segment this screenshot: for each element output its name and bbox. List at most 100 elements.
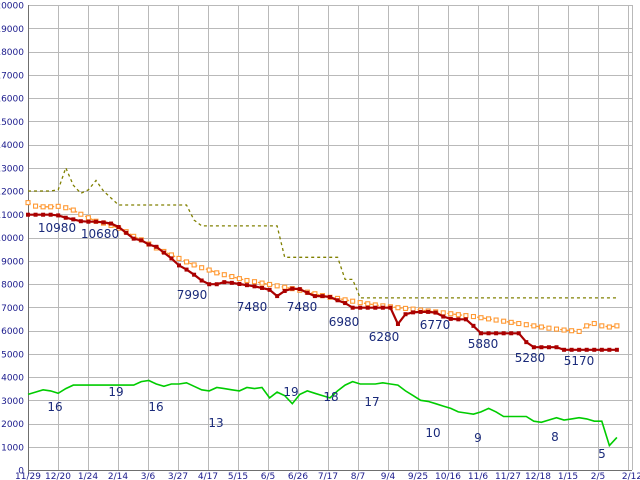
- data-point-marker: [267, 287, 272, 292]
- data-point-marker: [607, 347, 612, 352]
- data-point-marker: [275, 294, 280, 299]
- price-value-label: 5170: [564, 354, 595, 368]
- data-point-marker: [252, 284, 257, 289]
- volume-data-labels: 16 19 16 13 19 18 17 10 9 8 5: [47, 385, 605, 461]
- data-point-marker: [546, 345, 551, 350]
- price-value-label: 10680: [81, 227, 119, 241]
- x-axis-tick-label: 11/27: [495, 472, 521, 480]
- data-point-marker: [584, 323, 590, 329]
- data-point-marker: [221, 272, 227, 278]
- data-point-marker: [260, 285, 265, 290]
- volume-value-label: 10: [425, 426, 440, 440]
- data-point-marker: [335, 298, 340, 303]
- data-point-marker: [516, 320, 522, 327]
- data-point-marker: [584, 347, 589, 352]
- y-axis-tick-label: 17000: [0, 71, 24, 81]
- data-point-marker: [229, 280, 234, 285]
- data-point-marker: [25, 200, 31, 206]
- y-axis-tick-label: 19000: [0, 25, 24, 35]
- series-layer: [25, 166, 620, 448]
- volume-value-label: 5: [598, 447, 606, 461]
- data-point-marker: [199, 265, 205, 271]
- data-point-marker: [229, 274, 235, 280]
- data-point-marker: [191, 262, 197, 268]
- x-axis-tick-label: 2/14: [108, 472, 128, 480]
- data-point-marker: [531, 323, 537, 329]
- data-point-marker: [267, 281, 273, 288]
- price-value-label: 5880: [468, 337, 499, 351]
- data-point-marker: [41, 212, 46, 217]
- data-point-marker: [244, 283, 249, 288]
- data-point-marker: [562, 347, 567, 352]
- data-point-marker: [523, 322, 529, 328]
- data-point-marker: [350, 305, 355, 310]
- data-point-marker: [614, 323, 620, 329]
- data-point-marker: [501, 331, 506, 336]
- data-point-marker: [184, 267, 189, 272]
- price-value-label: 7990: [177, 288, 208, 302]
- data-point-marker: [63, 215, 68, 220]
- series-line-average: [27, 202, 617, 333]
- data-point-marker: [184, 259, 190, 265]
- y-axis-ticks: 2000019000180001700016000150001400013000…: [0, 2, 24, 477]
- y-axis-tick-label: 6000: [1, 327, 24, 337]
- data-point-marker: [494, 331, 499, 336]
- data-point-marker: [373, 305, 378, 310]
- data-point-marker: [470, 313, 477, 320]
- x-axis-tick-label: 11/29: [15, 472, 41, 480]
- data-point-marker: [614, 347, 619, 352]
- data-point-marker: [553, 326, 560, 332]
- data-point-marker: [606, 324, 612, 330]
- data-point-marker: [177, 263, 181, 268]
- price-value-label: 7480: [287, 300, 318, 314]
- x-axis-tick-label: 10/16: [435, 472, 461, 480]
- data-point-marker: [395, 305, 401, 311]
- data-point-marker: [109, 221, 114, 226]
- y-axis-tick-label: 18000: [0, 48, 24, 58]
- data-point-marker: [411, 310, 416, 315]
- data-point-marker: [402, 305, 409, 311]
- price-value-label: 10980: [38, 221, 76, 235]
- data-point-marker: [70, 207, 76, 213]
- data-point-marker: [192, 272, 197, 277]
- y-axis-tick-label: 12000: [0, 188, 24, 198]
- data-point-marker: [214, 282, 219, 287]
- series-volume: [27, 379, 618, 448]
- data-point-marker: [418, 309, 423, 314]
- y-axis-tick-label: 1000: [1, 443, 24, 453]
- data-point-marker: [343, 301, 348, 306]
- volume-value-label: 19: [283, 385, 298, 399]
- data-point-marker: [85, 215, 91, 221]
- data-point-marker: [32, 203, 39, 209]
- data-point-marker: [561, 327, 567, 333]
- data-point-marker: [456, 317, 461, 322]
- data-point-marker: [509, 331, 514, 336]
- data-point-marker: [222, 280, 227, 285]
- x-axis-tick-label: 12/18: [525, 472, 551, 480]
- data-point-marker: [441, 314, 446, 319]
- data-point-marker: [78, 219, 83, 224]
- x-axis-tick-label: 12/20: [45, 472, 71, 480]
- data-point-marker: [591, 320, 597, 327]
- data-point-marker: [539, 345, 544, 350]
- price-value-label: 6980: [329, 315, 360, 329]
- data-point-marker: [312, 294, 317, 299]
- data-point-marker: [169, 256, 174, 261]
- data-point-marker: [63, 205, 69, 211]
- y-axis-tick-label: 3000: [1, 397, 24, 407]
- data-point-marker: [139, 238, 144, 243]
- data-point-marker: [493, 317, 499, 323]
- price-data-labels: 10980 10680 7990 7480 7480 6980 6280 6770 5880 52…: [38, 221, 594, 368]
- data-point-marker: [93, 219, 98, 224]
- volume-value-label: 16: [148, 400, 163, 414]
- data-point-marker: [516, 331, 521, 336]
- data-point-marker: [569, 328, 575, 334]
- data-point-marker: [403, 312, 408, 317]
- y-axis-tick-label: 20000: [0, 2, 24, 12]
- data-point-marker: [365, 301, 371, 307]
- data-point-marker: [531, 345, 536, 350]
- data-point-marker: [380, 305, 385, 310]
- volume-value-label: 13: [208, 416, 223, 430]
- data-point-marker: [350, 298, 356, 304]
